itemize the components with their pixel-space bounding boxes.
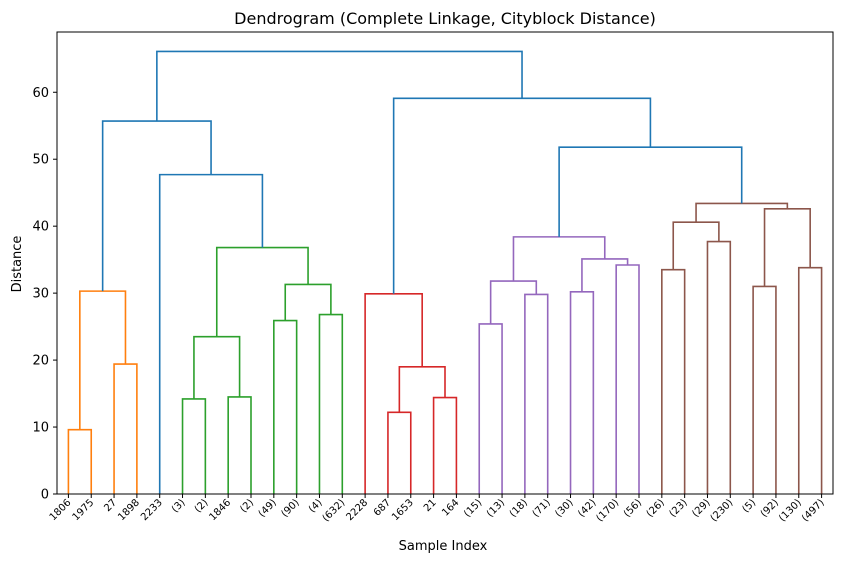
- x-tick-label: 21: [422, 497, 439, 514]
- x-tick-label: (13): [485, 497, 507, 519]
- x-tick-label: (49): [257, 497, 279, 519]
- dendrogram-link-15: [364, 293, 423, 494]
- dendrogram-link-1: [113, 363, 138, 494]
- dendrogram-links: [67, 50, 823, 494]
- dendrogram-link-2: [79, 290, 127, 430]
- x-tick-label: (26): [645, 497, 667, 519]
- dendrogram-link-11: [101, 120, 212, 292]
- x-tick-label: (130): [777, 497, 804, 524]
- dendrogram-link-14: [398, 365, 446, 413]
- x-tick-label: 1806: [48, 497, 74, 523]
- dendrogram-link-27: [797, 266, 823, 494]
- x-axis-label: Sample Index: [399, 539, 488, 554]
- x-tick-label: (497): [800, 497, 827, 524]
- x-tick-label: 27: [102, 497, 119, 514]
- y-tick-label: 0: [41, 488, 49, 503]
- x-tick-label: 2233: [139, 497, 165, 523]
- dendrogram-link-16: [478, 323, 503, 494]
- y-tick-label: 30: [32, 287, 49, 302]
- dendrogram-link-29: [695, 202, 789, 223]
- dendrogram-link-4: [227, 396, 252, 494]
- plot-frame: [56, 31, 834, 495]
- dendrogram-link-10: [158, 173, 264, 494]
- dendrogram-link-21: [581, 258, 629, 292]
- x-tick-label: 164: [440, 497, 461, 518]
- x-tick-label: (18): [508, 497, 530, 519]
- x-tick-label: (71): [531, 497, 553, 519]
- x-tick-label: (632): [321, 497, 348, 524]
- dendrogram-link-22: [512, 236, 606, 282]
- x-tick-label: 1846: [208, 497, 234, 523]
- x-tick-label: (90): [279, 497, 301, 519]
- x-tick-label: (15): [462, 497, 484, 519]
- x-tick-label: 1653: [390, 497, 416, 523]
- y-tick-label: 50: [32, 153, 49, 168]
- dendrogram-link-32: [156, 50, 523, 122]
- dendrogram-link-9: [215, 246, 309, 337]
- dendrogram-link-7: [318, 313, 344, 494]
- dendrogram-link-18: [489, 280, 538, 324]
- y-tick-label: 60: [32, 86, 49, 101]
- dendrogram-link-12: [387, 411, 412, 494]
- dendrogram-link-3: [181, 398, 207, 494]
- dendrogram-link-26: [752, 285, 777, 494]
- dendrogram-link-6: [273, 319, 298, 494]
- y-tick-label: 40: [32, 220, 49, 235]
- dendrogram-link-17: [524, 293, 549, 494]
- x-tick-label: 1975: [71, 497, 97, 523]
- y-tick-label: 20: [32, 354, 49, 369]
- dendrogram-link-5: [193, 335, 241, 399]
- x-tick-label: (2): [193, 497, 211, 515]
- x-tick-label: (30): [553, 497, 575, 519]
- dendrogram-link-31: [392, 97, 652, 294]
- x-tick-label: 1898: [116, 497, 142, 523]
- dendrogram-link-30: [558, 146, 743, 237]
- y-tick-label: 10: [32, 421, 49, 436]
- dendrogram-link-19: [569, 290, 595, 494]
- x-tick-label: (4): [307, 497, 325, 515]
- dendrogram-link-13: [432, 396, 458, 494]
- dendrogram-link-24: [706, 240, 732, 494]
- x-tick-label: (56): [622, 497, 644, 519]
- y-axis-label: Distance: [10, 236, 25, 293]
- x-tick-label: 2228: [344, 497, 370, 523]
- dendrogram-link-25: [672, 221, 720, 270]
- x-tick-label: (230): [709, 497, 736, 524]
- chart-title: Dendrogram (Complete Linkage, Cityblock …: [234, 9, 656, 28]
- x-tick-label: (3): [170, 497, 188, 515]
- dendrogram-link-0: [67, 428, 93, 494]
- x-tick-label: (5): [740, 497, 758, 515]
- dendrogram-link-20: [615, 264, 640, 494]
- x-tick-label: (2): [238, 497, 256, 515]
- x-tick-label: (23): [667, 497, 689, 519]
- dendrogram-link-23: [661, 268, 686, 494]
- x-tick-label: (170): [595, 497, 622, 524]
- y-axis-ticks: 0 10 20 30 40 50 60: [32, 86, 57, 503]
- dendrogram-link-28: [763, 207, 811, 287]
